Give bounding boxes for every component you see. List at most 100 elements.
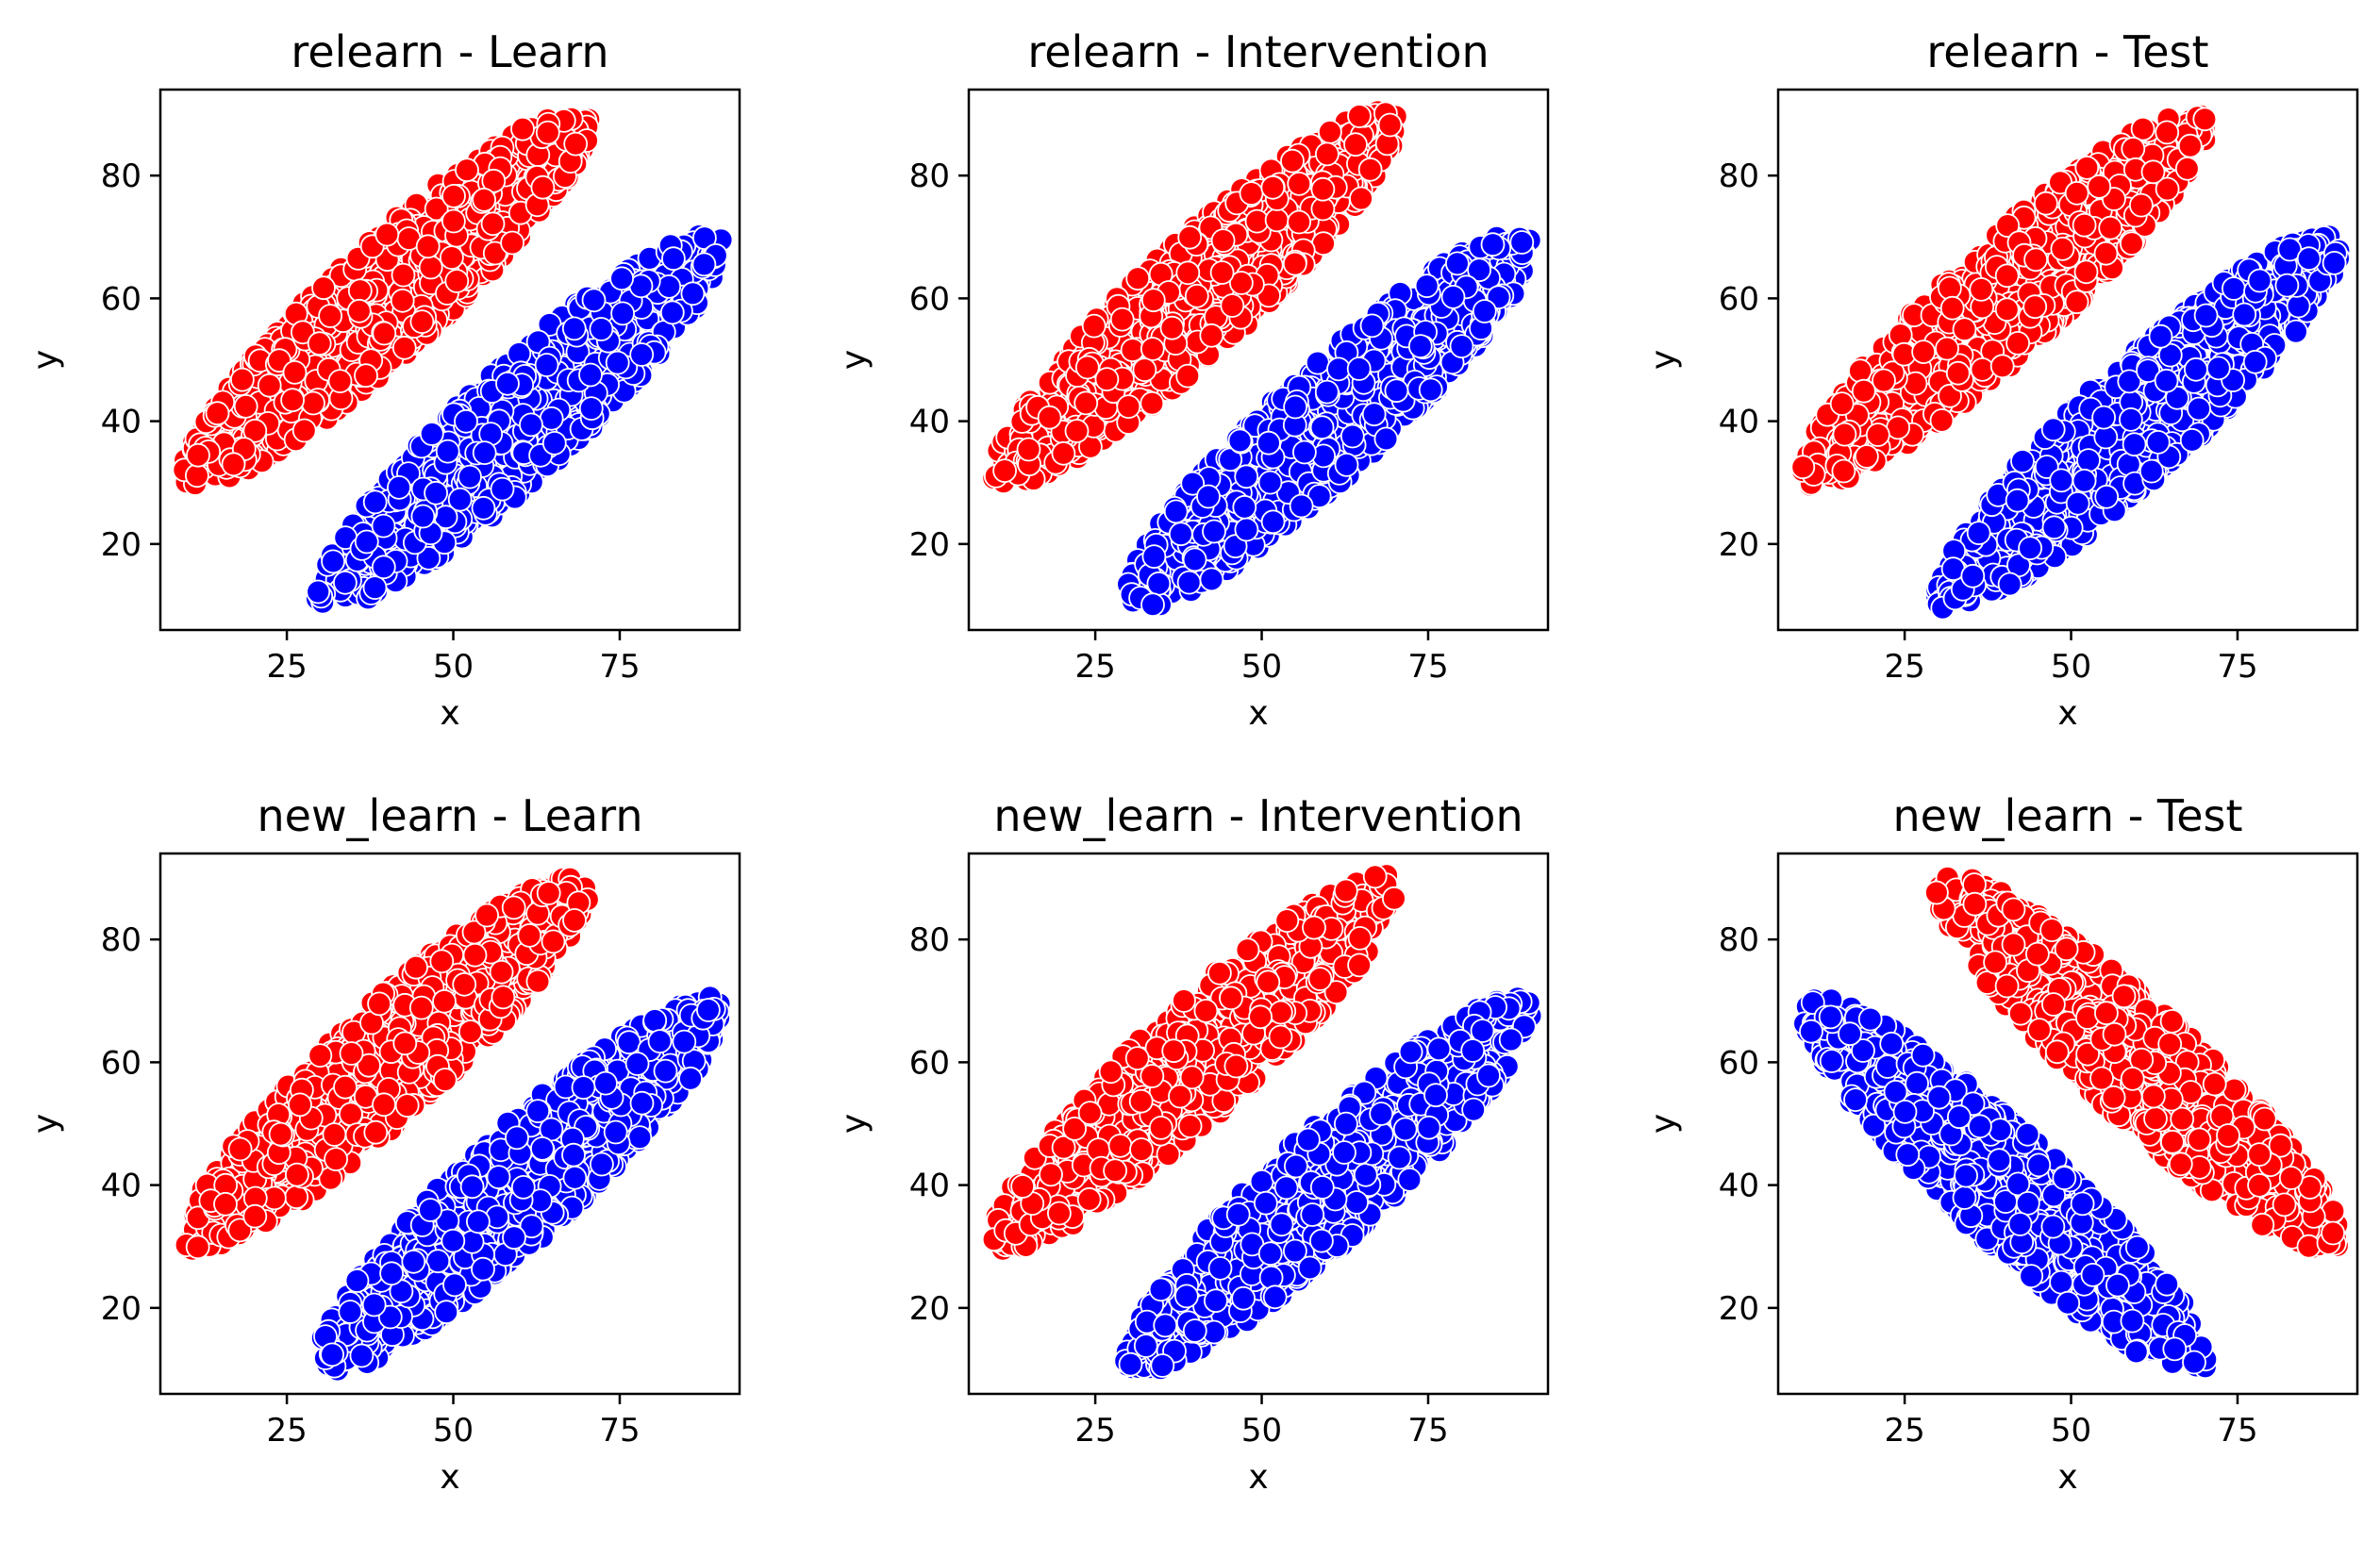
scatter-point [2121, 136, 2146, 161]
y-tick-label: 20 [909, 526, 950, 564]
scatter-point [1051, 440, 1076, 466]
scatter-point [390, 288, 415, 313]
scatter-point [1357, 157, 1383, 182]
scatter-point [311, 275, 336, 301]
scatter-point [1449, 334, 1474, 359]
scatter-point [472, 187, 496, 212]
y-tick-label: 60 [909, 280, 950, 318]
scatter-point [1177, 224, 1203, 250]
scatter-point [424, 480, 449, 505]
scatter-point [992, 458, 1017, 484]
scatter-point [2093, 240, 2119, 266]
scatter-point [1829, 391, 1855, 417]
scatter-point [1116, 394, 1141, 420]
scatter-point [561, 316, 587, 341]
scatter-point [519, 412, 543, 438]
y-axis-label: y [835, 350, 874, 370]
scatter-point [1289, 493, 1314, 519]
scatter-point [354, 529, 379, 555]
scatter-point [184, 463, 209, 489]
scatter-point [629, 342, 655, 367]
scatter-point [657, 273, 682, 299]
scatter-point [321, 549, 346, 574]
scatter-point [233, 393, 258, 419]
scatter-point [1440, 284, 1466, 309]
scatter-point [1970, 356, 1995, 382]
x-tick-label: 75 [1407, 648, 1448, 686]
scatter-point [541, 430, 567, 456]
scatter-point [416, 546, 441, 571]
scatter-point [1361, 402, 1387, 427]
scatter-point [454, 408, 478, 434]
scatter-point [1140, 337, 1165, 361]
scatter-point [441, 208, 466, 234]
scatter-point [1081, 313, 1107, 339]
scatter-point [1472, 299, 1497, 323]
scatter-point [415, 234, 441, 259]
scatter-point [2064, 180, 2089, 206]
scatter-point [1790, 455, 1816, 480]
scatter-point [387, 475, 411, 500]
scatter-point [1159, 315, 1185, 340]
scatter-point [2050, 236, 2075, 261]
scatter-point [1163, 499, 1189, 524]
y-tick-label: 40 [101, 404, 141, 441]
scatter-point [1855, 444, 1879, 469]
scatter-point [371, 555, 396, 580]
scatter-point [409, 309, 435, 335]
scatter-point [1074, 355, 1100, 380]
scatter-point [1073, 390, 1099, 416]
scatter-point [1346, 356, 1372, 381]
scatter-point [1832, 422, 1857, 447]
scatter-point [1227, 428, 1253, 454]
scatter-point [418, 255, 443, 280]
scatter-point [2006, 330, 2031, 356]
scatter-point [1347, 104, 1372, 128]
scatter-point [1939, 295, 1965, 321]
scatter-point [1257, 430, 1281, 456]
scatter-point [691, 252, 717, 277]
scatter-point [1209, 260, 1235, 285]
scatter-point [327, 369, 353, 394]
scatter-point [1175, 260, 1201, 286]
scatter-point [1911, 340, 1936, 365]
y-axis-label: y [26, 350, 65, 370]
scatter-point [1229, 271, 1254, 295]
scatter-point [1377, 112, 1403, 138]
scatter-point [301, 390, 325, 416]
scatter-point [1886, 415, 1910, 440]
scatter-point [500, 230, 524, 256]
scatter-point [424, 196, 449, 222]
scatter-point [346, 298, 372, 323]
scatter-point [1109, 307, 1135, 332]
x-axis-label: x [1248, 694, 1268, 733]
scatter-point [372, 321, 397, 346]
scatter-point [1064, 419, 1090, 443]
scatter-point [1314, 379, 1340, 405]
scatter-point [1260, 174, 1286, 200]
y-tick-label: 40 [909, 404, 950, 441]
scatter-point [1831, 458, 1856, 484]
scatter-point [1340, 423, 1365, 449]
scatter-point [1132, 357, 1157, 383]
scatter-point [1140, 592, 1165, 618]
scatter-point [1140, 288, 1166, 313]
scatter-point [1929, 407, 1955, 433]
scatter-point [605, 350, 630, 375]
scatter-point [2174, 156, 2200, 181]
scatter-point [1140, 390, 1165, 416]
scatter-point [1280, 148, 1305, 174]
scatter-point [1283, 394, 1307, 420]
scatter-point [1176, 570, 1202, 595]
scatter-point [563, 131, 589, 157]
scatter-point [1865, 423, 1890, 447]
scatter-point [1373, 426, 1399, 452]
y-tick-label: 80 [101, 157, 141, 195]
scatter-point [242, 418, 268, 443]
scatter-point [1202, 519, 1226, 544]
scatter-point [1445, 251, 1470, 276]
scatter-point [347, 278, 373, 304]
